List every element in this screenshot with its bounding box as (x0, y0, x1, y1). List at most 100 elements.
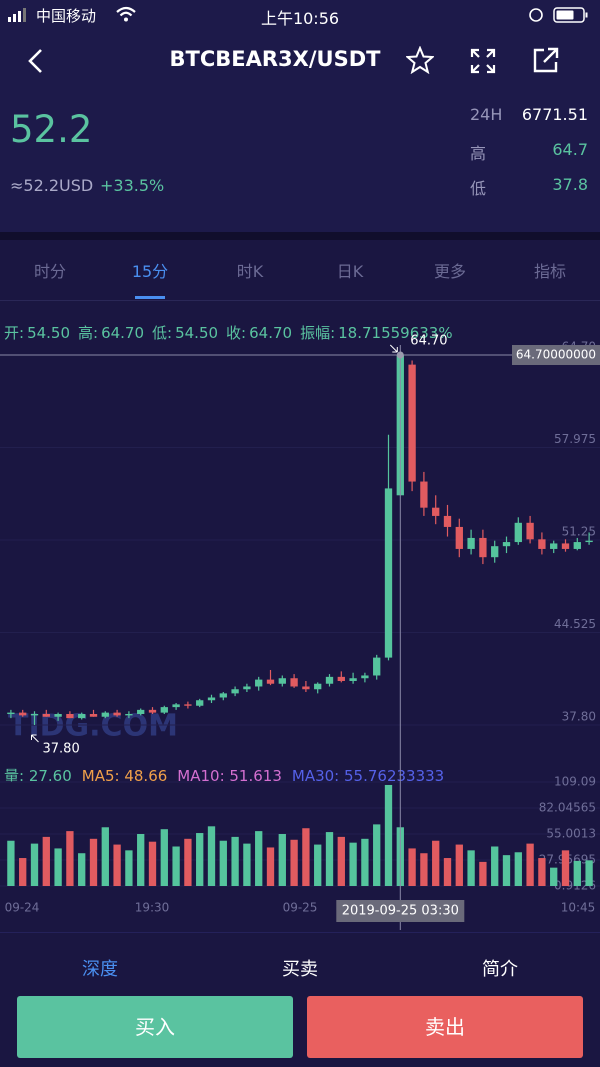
interval-tab[interactable]: 时分 (33, 262, 66, 281)
back-button[interactable] (26, 48, 46, 74)
volume-bar (290, 839, 298, 886)
kline-chart: 开: 54.50 高: 64.70 低: 54.50 收: 64.70 振幅: 18.715596… (0, 324, 600, 930)
status-bar: 中国移动 上午10:56 (0, 0, 600, 30)
volume-bar (384, 784, 393, 886)
volume-bar (561, 850, 570, 886)
interval-tab[interactable]: 更多 (433, 262, 466, 281)
volume-bar (550, 867, 558, 886)
share-button[interactable] (532, 46, 560, 74)
volume-info-item: MA30: 55.76233333 (292, 767, 444, 785)
candle-body (325, 676, 334, 684)
stat-value: 37.8 (552, 175, 588, 194)
y-tick-label: 37.80 (562, 710, 596, 724)
volume-bar (538, 858, 546, 886)
volume-bar (278, 834, 286, 886)
y-tick-label: 44.525 (554, 617, 596, 631)
bottom-tab[interactable]: 深度 (82, 959, 118, 980)
candle-body (455, 526, 463, 549)
candle-body (19, 712, 27, 716)
candle-body (148, 709, 157, 713)
volume-bar (266, 847, 275, 886)
ohlc-value: 54.50 (175, 324, 218, 342)
x-tick-label: 09-25 (283, 901, 318, 915)
candle-body (219, 693, 227, 698)
candle-body (290, 678, 298, 687)
interval-tabs: 时分 15分 时K 日K 更多 指标 (0, 240, 600, 301)
candle-body (573, 542, 581, 549)
candle-body (66, 713, 74, 719)
candle-body (231, 689, 239, 694)
ticker-panel: 52.2 ≈52.2USD +33.5% 24H 6771.51 高 64.7 低 37.… (0, 92, 600, 232)
crosshair-dot (396, 351, 404, 359)
interval-tab[interactable]: 指标 (533, 262, 566, 281)
volume-bar (207, 826, 216, 886)
volume-bar (125, 850, 133, 886)
buy-button[interactable]: 买入 (17, 996, 293, 1058)
candle-body (314, 683, 322, 690)
max-arrow (389, 344, 398, 353)
y-tick-label: 51.25 (562, 525, 596, 539)
volume-bar (66, 831, 74, 886)
interval-tab[interactable]: 日K (336, 262, 364, 281)
active-tab-indicator (135, 296, 165, 299)
candle-body (373, 657, 381, 676)
candle-body (491, 546, 499, 558)
volume-bar (491, 846, 499, 886)
volume-bar (573, 860, 581, 886)
bottom-tabs: 深度 买卖 简介 (0, 932, 600, 995)
candle-body (30, 713, 39, 716)
min-arrow (31, 734, 39, 743)
nav-bar: BTCBEAR3X/USDT (0, 30, 600, 92)
volume-bar (231, 836, 239, 886)
ohlc-label: 低: (152, 324, 172, 342)
candle-body (42, 713, 50, 717)
volume-bar (54, 848, 62, 886)
volume-bar (113, 844, 121, 886)
min-label: 37.80 (43, 742, 80, 757)
candle-body (89, 713, 98, 717)
candle-body (538, 539, 546, 549)
candle-body (184, 704, 192, 706)
volume-bar (196, 833, 204, 886)
crosshair-price: 64.70000000 (516, 348, 596, 362)
volume-bar (337, 836, 345, 886)
fullscreen-button[interactable] (470, 48, 496, 74)
crosshair-price-box (512, 345, 600, 365)
volume-bar (219, 840, 227, 886)
ohlc-value: 64.70 (249, 324, 292, 342)
volume-bar (408, 848, 416, 886)
candle-body (302, 686, 310, 690)
separator (0, 232, 600, 240)
candle-body (420, 481, 428, 508)
crosshair-time: 2019-09-25 03:30 (342, 904, 459, 919)
bottom-tab[interactable]: 买卖 (282, 959, 318, 980)
last-price: 52.2 (10, 108, 93, 151)
ohlc-value: 64.70 (101, 324, 144, 342)
ohlc-label: 高: (78, 324, 98, 342)
ohlc-value: 18.71559633% (338, 324, 452, 342)
volume-bar (314, 844, 322, 886)
candle-body (243, 686, 251, 690)
battery-icon (529, 7, 588, 23)
candle-body (160, 707, 168, 713)
candle-body (361, 675, 369, 679)
volume-bar (432, 840, 440, 886)
ohlc-label: 收: (226, 324, 246, 342)
sell-button[interactable]: 卖出 (307, 996, 583, 1058)
stat-label: 低 (470, 179, 487, 198)
favorite-button[interactable] (406, 46, 434, 74)
bottom-tab[interactable]: 简介 (482, 959, 518, 980)
candle-body (337, 676, 345, 681)
ohlc-label: 开: (4, 324, 24, 342)
candle-body (113, 712, 121, 716)
volume-bar (361, 838, 369, 886)
candle-body (479, 537, 487, 558)
clock: 上午10:56 (260, 9, 340, 28)
candle-body (349, 678, 357, 681)
volume-bar (455, 844, 463, 886)
interval-tab[interactable]: 时K (236, 262, 264, 281)
interval-tab[interactable]: 15分 (131, 262, 169, 281)
volume-bar (7, 840, 15, 886)
volume-bar (19, 858, 27, 886)
